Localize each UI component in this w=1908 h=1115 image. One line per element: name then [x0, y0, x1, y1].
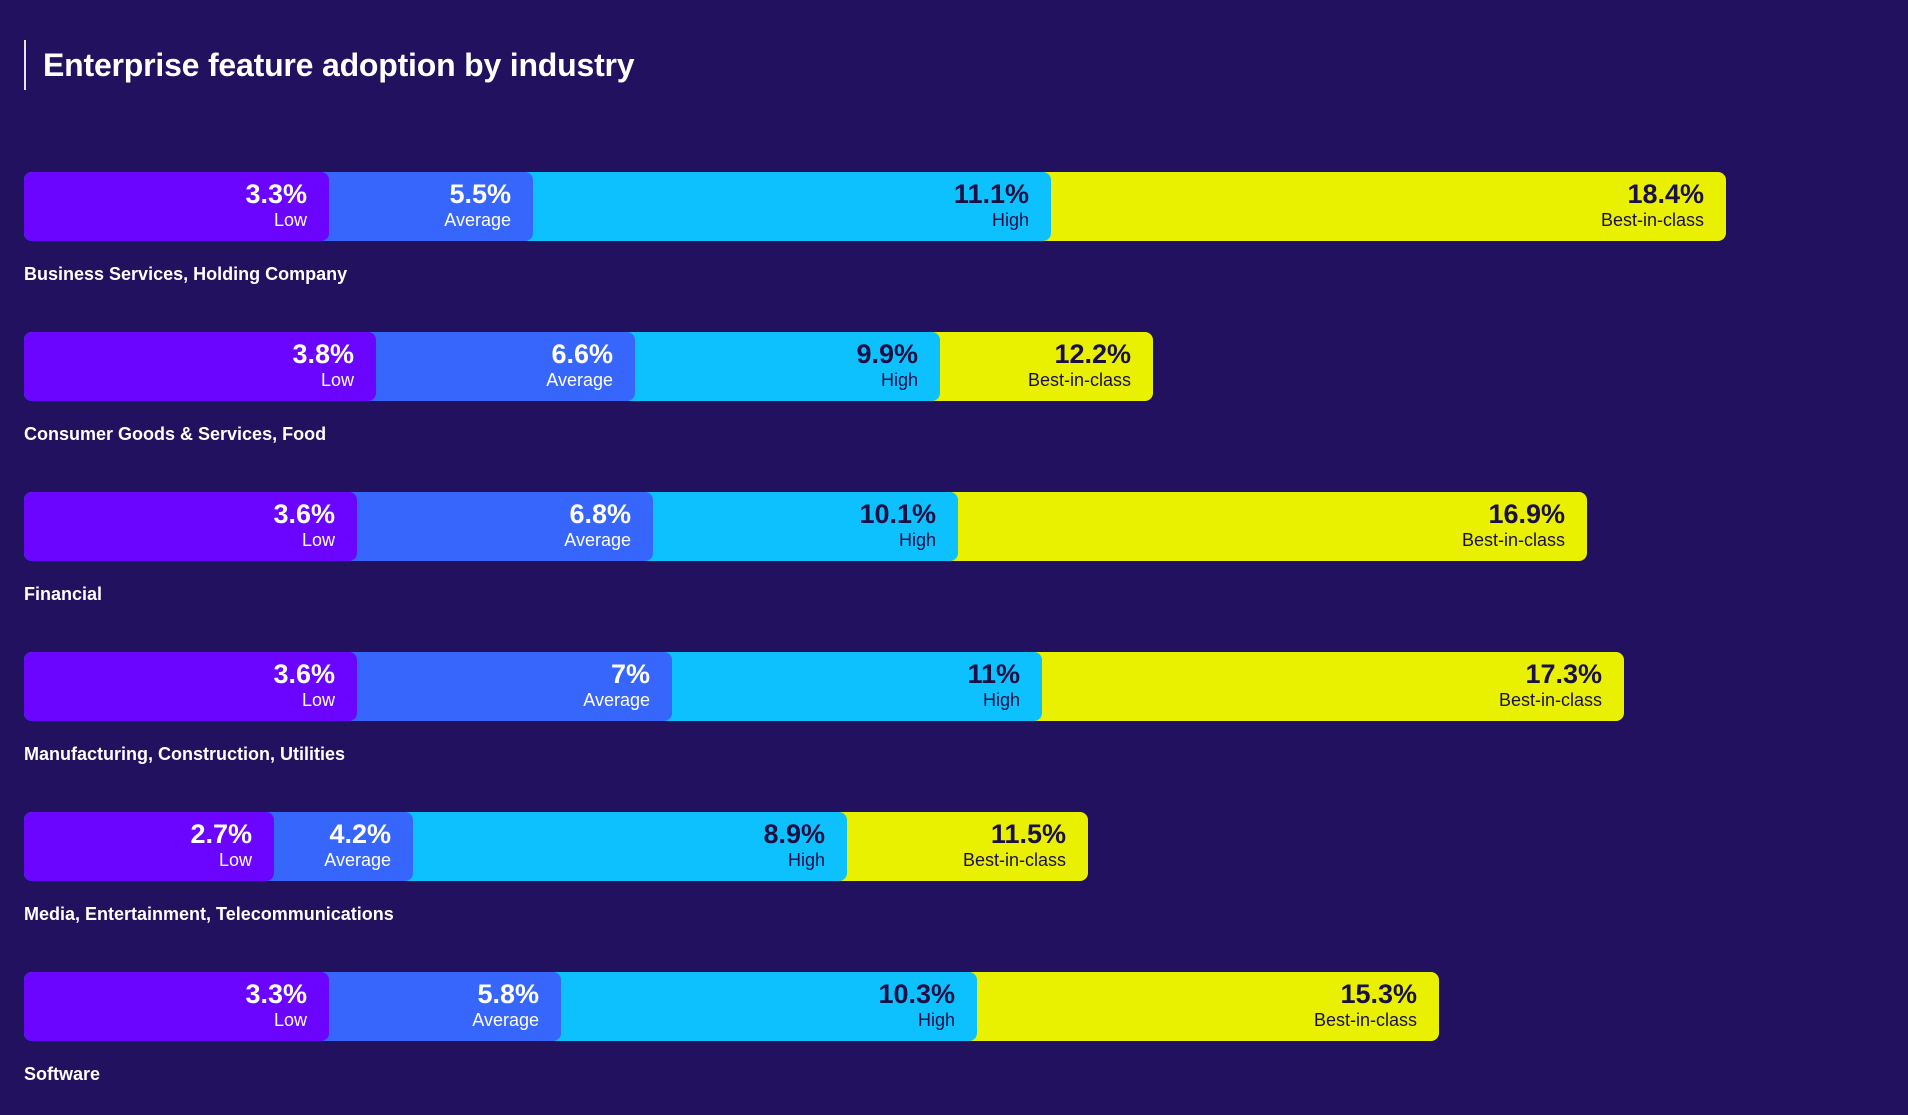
- segment-value: 2.7%: [190, 819, 252, 849]
- segment-value: 11%: [967, 659, 1020, 689]
- segment-tier-name: Best-in-class: [1461, 530, 1565, 550]
- segment-value: 5.5%: [449, 179, 511, 209]
- industry-row: 12.2% Best-in-class 9.9% High 6.6% Average 3.8…: [24, 332, 1884, 452]
- segment-tier-name: Low: [301, 690, 335, 710]
- segment-label: 4.2% Average: [324, 820, 391, 871]
- segment-tier-name: Average: [583, 690, 650, 710]
- industry-label: Consumer Goods & Services, Food: [24, 424, 327, 444]
- segment-label: 10.1% High: [859, 500, 936, 551]
- segment-value: 11.5%: [990, 819, 1066, 849]
- segment-value: 9.9%: [856, 339, 918, 369]
- segment-tier-name: High: [982, 690, 1020, 710]
- industry-label: Business Services, Holding Company: [24, 264, 348, 284]
- segment-label: 12.2% Best-in-class: [1028, 340, 1131, 391]
- segment-label: 11% High: [967, 660, 1020, 711]
- segment-value: 6.8%: [569, 499, 631, 529]
- segment-tier-name: Low: [301, 530, 335, 550]
- segment-label: 16.9% Best-in-class: [1462, 500, 1565, 551]
- industry-label: Software: [24, 1064, 101, 1084]
- industry-label: Financial: [24, 584, 103, 604]
- segment-value: 10.1%: [859, 499, 936, 529]
- chart-title-block: Enterprise feature adoption by industry: [24, 40, 635, 90]
- bar-segment-low: 3.6% Low: [24, 492, 357, 561]
- segment-value: 15.3%: [1340, 979, 1417, 1009]
- segment-label: 8.9% High: [763, 820, 825, 871]
- segment-tier-name: Best-in-class: [1027, 370, 1131, 390]
- segment-value: 3.8%: [292, 339, 354, 369]
- segment-label: 6.6% Average: [546, 340, 613, 391]
- bar-segment-low: 2.7% Low: [24, 812, 274, 881]
- segment-label: 15.3% Best-in-class: [1314, 980, 1417, 1031]
- segment-label: 6.8% Average: [564, 500, 631, 551]
- segment-tier-name: Average: [324, 850, 391, 870]
- segment-tier-name: Average: [444, 210, 511, 230]
- segment-tier-name: Low: [218, 850, 252, 870]
- segment-label: 3.8% Low: [292, 340, 354, 391]
- segment-tier-name: High: [917, 1010, 955, 1030]
- segment-value: 16.9%: [1488, 499, 1565, 529]
- segment-value: 3.3%: [245, 179, 307, 209]
- bar-segment-low: 3.3% Low: [24, 172, 329, 241]
- segment-label: 3.3% Low: [245, 180, 307, 231]
- segment-label: 9.9% High: [856, 340, 918, 391]
- segment-tier-name: Best-in-class: [1600, 210, 1704, 230]
- segment-label: 2.7% Low: [190, 820, 252, 871]
- segment-tier-name: Average: [564, 530, 631, 550]
- segment-value: 5.8%: [477, 979, 539, 1009]
- segment-tier-name: High: [898, 530, 936, 550]
- segment-label: 5.8% Average: [472, 980, 539, 1031]
- industry-row: 18.4% Best-in-class 11.1% High 5.5% Average 3.…: [24, 172, 1884, 292]
- segment-label: 7% Average: [583, 660, 650, 711]
- segment-label: 18.4% Best-in-class: [1601, 180, 1704, 231]
- bar-segment-low: 3.8% Low: [24, 332, 376, 401]
- segment-tier-name: Best-in-class: [962, 850, 1066, 870]
- segment-tier-name: High: [880, 370, 918, 390]
- industry-row: 15.3% Best-in-class 10.3% High 5.8% Average 3.…: [24, 972, 1884, 1092]
- segment-value: 6.6%: [551, 339, 613, 369]
- segment-value: 3.6%: [273, 499, 335, 529]
- segment-tier-name: High: [787, 850, 825, 870]
- segment-label: 3.6% Low: [273, 500, 335, 551]
- segment-label: 11.1% High: [954, 180, 1029, 231]
- industry-label: Media, Entertainment, Telecommunications: [24, 904, 394, 924]
- segment-value: 4.2%: [329, 819, 391, 849]
- segment-value: 17.3%: [1525, 659, 1602, 689]
- bar-segment-low: 3.3% Low: [24, 972, 329, 1041]
- segment-value: 10.3%: [878, 979, 955, 1009]
- segment-value: 7%: [610, 659, 650, 689]
- segment-tier-name: Low: [273, 1010, 307, 1030]
- segment-value: 3.6%: [273, 659, 335, 689]
- segment-label: 5.5% Average: [444, 180, 511, 231]
- segment-value: 18.4%: [1627, 179, 1704, 209]
- segment-value: 12.2%: [1054, 339, 1131, 369]
- segment-tier-name: High: [991, 210, 1029, 230]
- bar-segment-low: 3.6% Low: [24, 652, 357, 721]
- chart-title: Enterprise feature adoption by industry: [43, 46, 635, 83]
- segment-value: 8.9%: [763, 819, 825, 849]
- segment-tier-name: Average: [546, 370, 613, 390]
- segment-tier-name: Low: [320, 370, 354, 390]
- segment-label: 3.6% Low: [273, 660, 335, 711]
- segment-tier-name: Low: [273, 210, 307, 230]
- segment-tier-name: Best-in-class: [1313, 1010, 1417, 1030]
- industry-row: 16.9% Best-in-class 10.1% High 6.8% Average 3.…: [24, 492, 1884, 612]
- segment-tier-name: Average: [472, 1010, 539, 1030]
- segment-tier-name: Best-in-class: [1498, 690, 1602, 710]
- segment-label: 11.5% Best-in-class: [963, 820, 1066, 871]
- industry-label: Manufacturing, Construction, Utilities: [24, 744, 346, 764]
- industry-row: 11.5% Best-in-class 8.9% High 4.2% Average 2.7…: [24, 812, 1884, 932]
- segment-label: 17.3% Best-in-class: [1499, 660, 1602, 711]
- segment-value: 3.3%: [245, 979, 307, 1009]
- industry-row: 17.3% Best-in-class 11% High 7% Average 3.6% Lo…: [24, 652, 1884, 772]
- segment-label: 10.3% High: [878, 980, 955, 1031]
- segment-value: 11.1%: [953, 179, 1029, 209]
- segment-label: 3.3% Low: [245, 980, 307, 1031]
